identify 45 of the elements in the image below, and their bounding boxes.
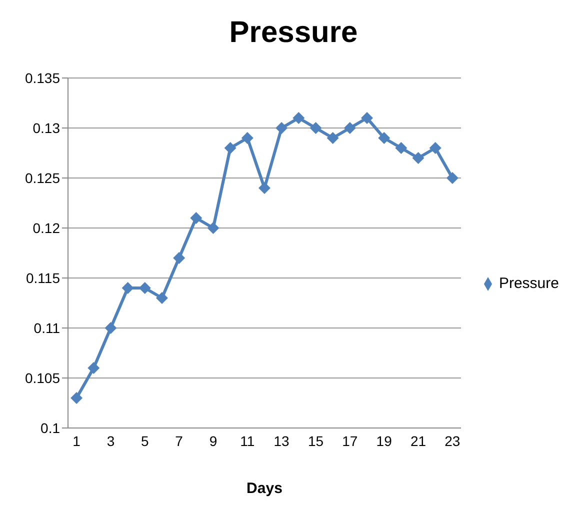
point xyxy=(276,122,288,134)
x-tick-label: 19 xyxy=(376,432,392,449)
x-tick-label: 1 xyxy=(72,432,81,449)
y-tick-label: 0.13 xyxy=(32,120,60,136)
point xyxy=(173,252,186,264)
x-tick-label: 11 xyxy=(240,432,255,449)
x-axis-title: Days xyxy=(246,480,282,497)
point xyxy=(104,322,117,334)
point xyxy=(446,172,458,184)
y-tick-label: 0.1 xyxy=(40,420,60,436)
point xyxy=(122,282,134,294)
x-tick-label: 15 xyxy=(308,432,324,449)
point xyxy=(326,132,339,144)
y-tick-label: 0.11 xyxy=(34,320,60,336)
x-tick-label: 13 xyxy=(274,432,290,449)
x-tick-label: 17 xyxy=(342,432,358,449)
point xyxy=(258,182,270,194)
x-tick-label: 21 xyxy=(410,432,426,449)
chart-title: Pressure xyxy=(228,15,359,51)
point xyxy=(156,292,168,304)
legend-label: Pressure xyxy=(498,274,559,292)
point xyxy=(344,122,356,134)
y-tick-label: 0.125 xyxy=(24,170,60,186)
point xyxy=(310,122,322,134)
x-tick-label: 9 xyxy=(209,432,218,449)
point xyxy=(224,142,236,154)
point xyxy=(70,392,83,404)
point xyxy=(429,142,442,154)
y-tick-label: 0.135 xyxy=(24,70,60,86)
x-tick-label: 5 xyxy=(140,432,149,449)
x-tick-label: 3 xyxy=(106,432,115,449)
point xyxy=(361,112,373,124)
point xyxy=(292,112,305,124)
point xyxy=(412,152,424,164)
y-tick-label: 0.105 xyxy=(24,370,60,386)
point xyxy=(395,142,408,154)
point xyxy=(241,132,254,144)
y-tick-label: 0.115 xyxy=(26,270,60,286)
x-tick-label: 7 xyxy=(175,432,184,449)
point xyxy=(88,362,100,374)
point xyxy=(378,132,390,144)
point xyxy=(207,222,220,234)
y-tick-label: 0.12 xyxy=(32,220,60,236)
point xyxy=(190,212,202,224)
x-tick-label: 23 xyxy=(444,432,460,449)
